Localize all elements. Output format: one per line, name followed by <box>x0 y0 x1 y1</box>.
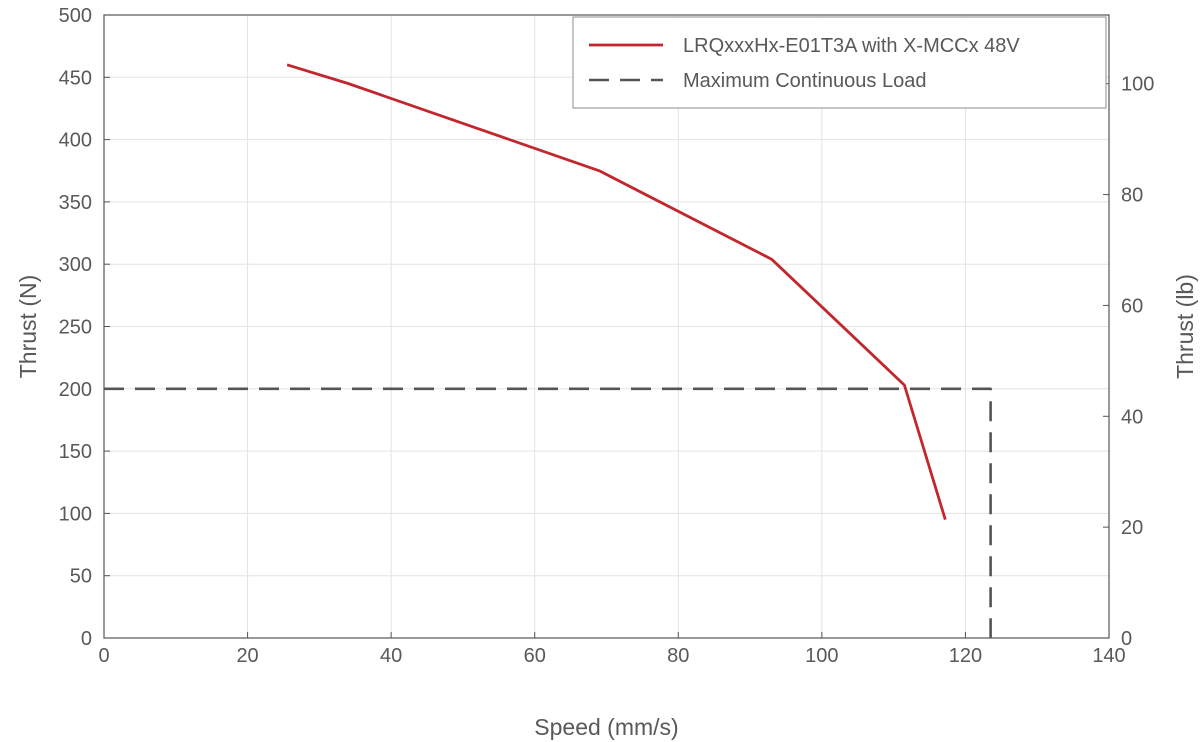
x-tick-label-20: 20 <box>236 645 258 667</box>
y2-tick-label-100: 100 <box>1121 74 1154 96</box>
y-tick-label-0: 0 <box>81 628 92 650</box>
x-tick-label-100: 100 <box>805 645 838 667</box>
y-axis-title: Thrust (N) <box>15 275 41 379</box>
legend-label-series-1: LRQxxxHx-E01T3A with X-MCCx 48V <box>683 35 1020 57</box>
legend: LRQxxxHx-E01T3A with X-MCCx 48V Maximum … <box>572 16 1107 109</box>
y-tick-label-300: 300 <box>59 254 92 276</box>
axis-ticks: 0 20 40 60 80 100 120 1400501001502002503003504… <box>59 5 1155 667</box>
y-tick-label-350: 350 <box>59 192 92 214</box>
y-tick-label-250: 250 <box>59 317 92 339</box>
y-tick-label-200: 200 <box>59 379 92 401</box>
y-tick-label-50: 50 <box>70 566 92 588</box>
y2-axis-title: Thrust (lb) <box>1172 274 1198 379</box>
x-tick-label-0: 0 <box>98 645 109 667</box>
y-tick-label-500: 500 <box>59 5 92 27</box>
x-tick-label-140: 140 <box>1092 645 1125 667</box>
legend-box <box>572 16 1107 109</box>
series-lines <box>104 63 992 638</box>
y2-tick-label-60: 60 <box>1121 295 1143 317</box>
x-tick-label-120: 120 <box>949 645 982 667</box>
x-tick-label-60: 60 <box>524 645 546 667</box>
series-line-1 <box>286 63 947 521</box>
y-tick-label-450: 450 <box>59 67 92 89</box>
series-line-2 <box>104 387 992 638</box>
y-tick-label-100: 100 <box>59 503 92 525</box>
legend-label-series-2: Maximum Continuous Load <box>683 70 926 92</box>
y2-tick-label-20: 20 <box>1121 517 1143 539</box>
y2-tick-label-40: 40 <box>1121 406 1143 428</box>
x-axis-title: Speed (mm/s) <box>534 714 678 740</box>
x-tick-label-40: 40 <box>380 645 402 667</box>
y2-tick-label-0: 0 <box>1121 628 1132 650</box>
x-tick-label-80: 80 <box>667 645 689 667</box>
y-tick-label-150: 150 <box>59 441 92 463</box>
y-tick-label-400: 400 <box>59 130 92 152</box>
y2-tick-label-80: 80 <box>1121 185 1143 207</box>
